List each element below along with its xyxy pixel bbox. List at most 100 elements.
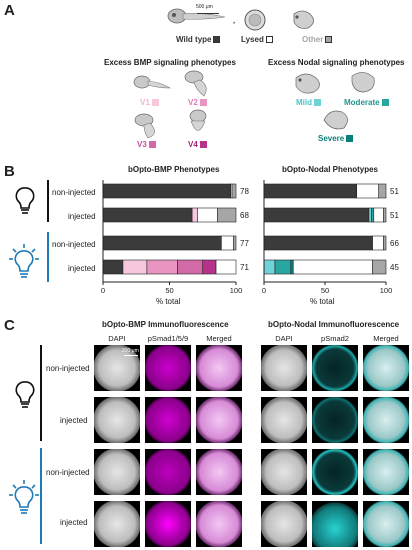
nodal-mild-label: Mild [296,98,321,107]
micrograph-nodal-psmad2 [312,345,358,391]
nodal-tick-label: 50 [321,286,329,295]
if-scale-bar-label: 200 μm [122,348,139,354]
micrograph-nodal-psmad2 [312,449,358,495]
bmp-bar-other [217,207,237,223]
micrograph-nodal-dapi [261,397,307,443]
nodal-chart-title: bOpto-Nodal Phenotypes [282,165,378,174]
nodal-bar-moderate [274,259,292,275]
bmp-v1-label: V1 [140,98,159,107]
bmp-n-label: 77 [240,239,249,248]
nodal-bar-mild [263,259,276,275]
wild-type-embryo-image [167,8,226,24]
lysed-swatch [265,36,273,43]
nodal-n-label: 66 [390,239,399,248]
severe-swatch [346,135,354,142]
light-group-bar [47,232,49,282]
bmp-n-label: 78 [240,187,249,196]
nodal-if-title: bOpto-Nodal Immunofluorescence [268,320,400,329]
nodal-tick-label: 100 [380,286,393,295]
nodal-xlabel: % total [310,297,335,306]
nodal-n-label: 45 [390,263,399,272]
nodal-col-psmad2: pSmad2 [321,334,349,343]
bmp-bar-wild-type [102,207,193,223]
nodal-moderate-label: Moderate [344,98,389,107]
micrograph-bmp-psmad159 [145,449,191,495]
nodal-severe-label: Severe [318,134,354,143]
nodal-bar-other [383,235,387,251]
micrograph-nodal-psmad2 [312,397,358,443]
nodal-tick-label: 0 [262,286,266,295]
nodal-col-merged: Merged [373,334,399,343]
nodal-col-dapi: DAPI [275,334,293,343]
micrograph-nodal-merged [363,449,409,495]
nodal-bar-other [378,183,387,199]
c-row-label-injected-dark: injected [60,416,88,425]
bmp-bar-wild-type [102,259,124,275]
micrograph-nodal-dapi [261,345,307,391]
wild-type-swatch [213,36,221,43]
nodal-n-label: 51 [390,211,399,220]
row-label-injected-dark: injected [68,212,96,221]
c-row-label-injected-light: injected [60,518,88,527]
micrograph-nodal-merged [363,345,409,391]
if-scale-bar [124,355,138,356]
bmp-bar-v1 [191,207,198,223]
micrograph-nodal-merged [363,501,409,547]
scale-bar-label: 500 μm [196,4,213,10]
bmp-v2-label: V2 [188,98,207,107]
micrograph-bmp-merged [196,345,242,391]
bmp-bar-lysed [197,207,218,223]
bmp-if-title: bOpto-BMP Immunofluorescence [102,320,229,329]
nodal-bar-wild-type [263,207,370,223]
bmp-bar-wild-type [102,235,222,251]
light-off-bulb-icon [15,381,35,408]
moderate-swatch [381,99,389,106]
micrograph-nodal-merged [363,397,409,443]
bmp-col-psmad159: pSmad1/5/9 [147,334,189,343]
nodal-bar-other [372,259,387,275]
micrograph-bmp-dapi [94,397,140,443]
row-label-injected-light: injected [68,264,96,273]
row-label-noninjected-dark: non-injected [52,188,96,197]
v1-swatch [151,99,159,106]
bmp-bar-v3 [177,259,204,275]
v3-swatch [148,141,156,148]
micrograph-bmp-dapi [94,501,140,547]
bmp-v4-label: V4 [188,140,207,149]
micrograph-nodal-dapi [261,449,307,495]
panel-letter-b: B [4,163,15,180]
lysed-embryo-image [244,9,266,31]
bmp-xlabel: % total [156,297,181,306]
c-row-label-noninjected-dark: non-injected [46,364,90,373]
nodal-bar-lysed [373,207,384,223]
light-group-bar-c [40,448,42,544]
panel-letter-a: A [4,2,15,19]
light-on-bulb-icon [9,480,39,514]
micrograph-bmp-dapi [94,449,140,495]
micrograph-bmp-merged [196,397,242,443]
other-swatch [325,36,333,43]
nodal-bar-lysed [372,235,384,251]
scale-bar [197,13,219,15]
nodal-mild-embryo-image [295,73,320,94]
bmp-v1-embryo-image [133,75,172,89]
micrograph-nodal-psmad2 [312,501,358,547]
nodal-bar-mild [368,207,372,223]
nodal-bar-wild-type [263,235,373,251]
micrograph-bmp-psmad159 [145,345,191,391]
light-off-bulb-icon [15,187,35,214]
bmp-bar-other [231,183,237,199]
v2-swatch [199,99,207,106]
bmp-tick-label: 50 [165,286,173,295]
micrograph-nodal-dapi [261,501,307,547]
lysed-label: Lysed [241,35,273,44]
bmp-n-label: 68 [240,211,249,220]
micrograph-bmp-psmad159 [145,397,191,443]
bmp-bar-v2 [146,259,178,275]
bmp-chart-title: bOpto-BMP Phenotypes [128,165,220,174]
bmp-bar-v4 [202,259,217,275]
nodal-bar-other [383,207,387,223]
other-embryo-image [293,10,314,29]
bmp-v3-embryo-image [134,113,155,139]
wild-type-label: Wild type [176,35,221,44]
